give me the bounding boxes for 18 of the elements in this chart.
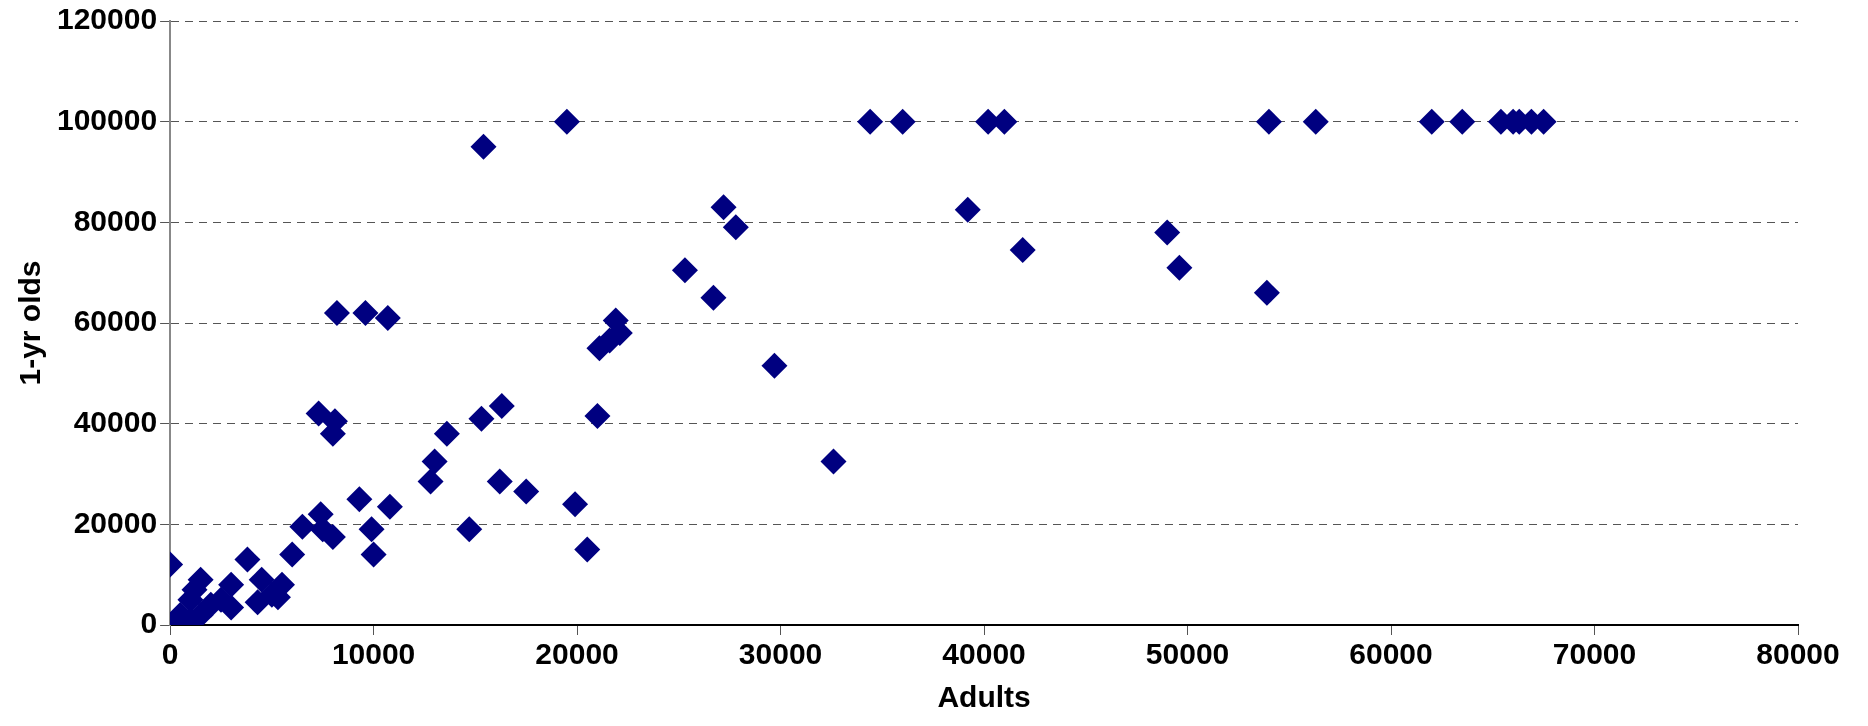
y-tick-label: 100000 — [57, 102, 158, 136]
x-tick-label: 10000 — [331, 637, 416, 671]
x-tick-label: 20000 — [535, 637, 619, 671]
x-tick-label: 0 — [161, 637, 179, 671]
y-tick-label: 80000 — [73, 203, 158, 237]
y-axis-title: 1-yr olds — [13, 260, 47, 386]
x-tick-label: 50000 — [1145, 637, 1230, 671]
y-tick-label: 0 — [140, 606, 158, 640]
x-tick-label: 30000 — [738, 637, 823, 671]
x-axis-title: Adults — [937, 680, 1031, 714]
y-tick-label: 40000 — [73, 404, 158, 438]
y-tick-label: 20000 — [73, 505, 158, 539]
x-tick-label: 80000 — [1756, 637, 1840, 671]
x-tick-label: 60000 — [1349, 637, 1433, 671]
y-tick-label: 120000 — [57, 2, 158, 36]
x-tick-label: 40000 — [942, 637, 1026, 671]
y-tick-label: 60000 — [73, 304, 158, 338]
x-tick-label: 70000 — [1552, 637, 1637, 671]
